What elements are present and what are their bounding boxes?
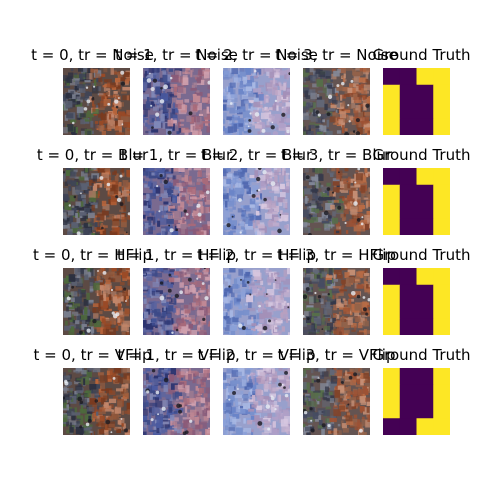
subplot-title: t = 2, tr = VFlip	[197, 346, 316, 364]
subplot-title: t = 0, tr = VFlip	[33, 346, 152, 364]
satellite-image	[223, 68, 290, 135]
subplot-title: t = 2, tr = Noise	[195, 46, 318, 64]
subplot-title: t = 0, tr = HFlip	[33, 246, 152, 264]
subplot-title: t = 3, tr = VFlip	[277, 346, 396, 364]
satellite-image	[143, 368, 210, 435]
satellite-image	[143, 268, 210, 335]
satellite-image	[223, 368, 290, 435]
satellite-image	[63, 68, 130, 135]
ground-truth-title: Ground Truth	[372, 46, 471, 64]
satellite-image	[143, 68, 210, 135]
satellite-image	[63, 268, 130, 335]
ground-truth-title: Ground Truth	[372, 246, 471, 264]
satellite-image	[63, 168, 130, 235]
subplot-title: t = 0, tr = Noise	[31, 46, 154, 64]
ground-truth-mask	[383, 68, 450, 135]
satellite-image	[223, 168, 290, 235]
subplot-title: t = 3, tr = HFlip	[277, 246, 396, 264]
subplot-title: t = 3, tr = Noise	[275, 46, 398, 64]
subplot-title: t = 2, tr = Blur	[200, 146, 313, 164]
ground-truth-mask	[383, 368, 450, 435]
satellite-image	[143, 168, 210, 235]
ground-truth-mask	[383, 168, 450, 235]
ground-truth-mask	[383, 268, 450, 335]
satellite-image	[303, 168, 370, 235]
subplot-title: t = 1, tr = HFlip	[117, 246, 236, 264]
subplot-title: t = 2, tr = HFlip	[197, 246, 316, 264]
subplot-title: t = 1, tr = Noise	[115, 46, 238, 64]
subplot-title: t = 3, tr = Blur	[280, 146, 393, 164]
ground-truth-title: Ground Truth	[372, 346, 471, 364]
ground-truth-title: Ground Truth	[372, 146, 471, 164]
satellite-image	[63, 368, 130, 435]
satellite-image	[303, 68, 370, 135]
subplot-title: t = 0, tr = Blur	[36, 146, 149, 164]
satellite-image	[223, 268, 290, 335]
subplot-title: t = 1, tr = VFlip	[117, 346, 236, 364]
subplot-title: t = 1, tr = Blur	[120, 146, 233, 164]
satellite-image	[303, 268, 370, 335]
satellite-image	[303, 368, 370, 435]
